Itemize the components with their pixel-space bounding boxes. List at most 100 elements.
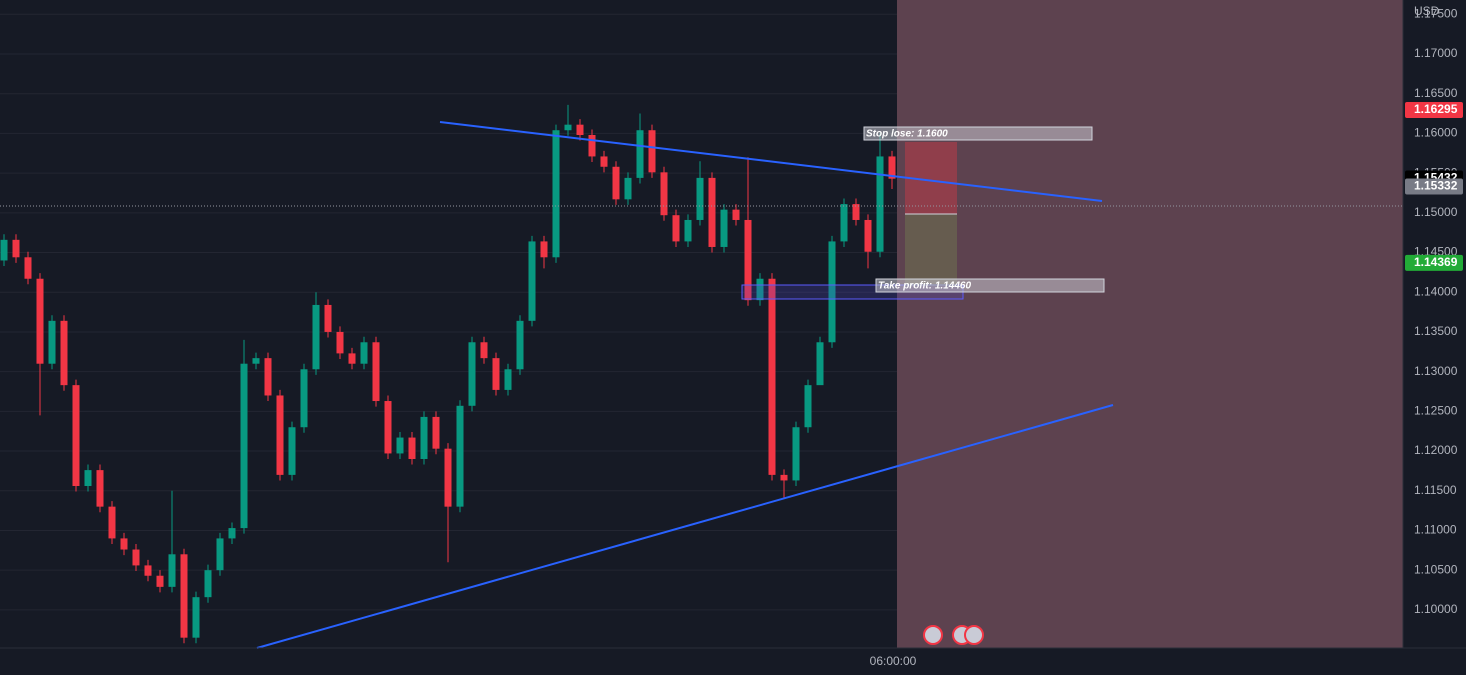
candle-body xyxy=(384,401,392,454)
candle-body xyxy=(504,369,512,390)
price-badge xyxy=(1405,101,1463,118)
y-tick-label: 1.13000 xyxy=(1414,364,1458,378)
price-badge xyxy=(1405,254,1463,271)
y-tick-label: 1.12000 xyxy=(1414,443,1458,457)
currency: USD xyxy=(1414,4,1440,18)
candle-body xyxy=(528,241,536,321)
candle-body xyxy=(720,209,728,247)
candle-body xyxy=(396,437,404,454)
candle-body xyxy=(204,570,212,598)
price-badge xyxy=(1405,178,1463,195)
candle-body xyxy=(432,416,440,449)
time-label: 06:00:00 xyxy=(870,654,917,668)
candle-body xyxy=(324,304,332,332)
y-tick-label: 1.10000 xyxy=(1414,602,1458,616)
y-tick-label: 1.13500 xyxy=(1414,324,1458,338)
candle-body xyxy=(96,470,104,507)
stop-loss-box xyxy=(863,126,1093,141)
candle-body xyxy=(480,342,488,359)
candle-body xyxy=(660,172,668,216)
candle-body xyxy=(636,130,644,178)
take-profit-label: Take profit: 1.14460 xyxy=(878,281,971,292)
candle-body xyxy=(576,124,584,135)
candle-body xyxy=(312,304,320,370)
candle-body xyxy=(300,369,308,428)
candle-body xyxy=(228,528,236,539)
candle-body xyxy=(48,320,56,364)
price-ticks: 1.175001.170001.165001.160001.155001.150… xyxy=(1405,6,1463,616)
candle-body xyxy=(564,124,572,131)
candle-body xyxy=(612,166,620,200)
candle-body xyxy=(84,470,92,486)
candle-body xyxy=(840,204,848,242)
candle-body xyxy=(816,342,824,386)
candle-body xyxy=(336,331,344,354)
candle-body xyxy=(780,474,788,481)
stop-loss-label: Stop lose: 1.1600 xyxy=(866,129,948,140)
candle-body xyxy=(216,538,224,571)
price-badge-label: 1.15332 xyxy=(1414,179,1458,193)
upper-trendline xyxy=(439,121,1103,202)
candle-body xyxy=(120,538,128,550)
candle-body xyxy=(756,278,764,301)
candles xyxy=(0,104,896,644)
y-tick-label: 1.17000 xyxy=(1414,46,1458,60)
candle-body xyxy=(684,219,692,242)
y-tick-label: 1.15000 xyxy=(1414,205,1458,219)
take-profit-box xyxy=(875,278,1105,293)
candle-body xyxy=(108,506,116,539)
candle-body xyxy=(792,427,800,481)
candle-body xyxy=(420,416,428,459)
y-tick-label: 1.11000 xyxy=(1414,523,1457,537)
candle-body xyxy=(828,241,836,343)
candle-body xyxy=(36,278,44,364)
y-tick-label: 1.17500 xyxy=(1414,6,1458,20)
candle-body xyxy=(492,358,500,390)
candle-body xyxy=(516,320,524,370)
y-tick-label: 1.16500 xyxy=(1414,86,1458,100)
event-icons xyxy=(923,625,984,645)
candle-body xyxy=(144,565,152,576)
candle-body xyxy=(672,215,680,242)
candle-body xyxy=(0,239,8,261)
y-tick-label: 1.14000 xyxy=(1414,284,1458,298)
price-badge-label: 1.16295 xyxy=(1414,102,1458,116)
candle-body xyxy=(444,448,452,507)
candle-body xyxy=(696,177,704,220)
candle-body xyxy=(12,239,20,258)
candle-body xyxy=(132,549,140,566)
price-badge-label: 1.14369 xyxy=(1414,255,1458,269)
y-tick-label: 1.12500 xyxy=(1414,404,1458,418)
candle-body xyxy=(600,156,608,167)
y-tick-label: 1.11500 xyxy=(1414,483,1457,497)
candle-body xyxy=(372,342,380,402)
y-tick-label: 1.10500 xyxy=(1414,562,1458,576)
candle-body xyxy=(72,385,80,486)
profit-zone xyxy=(905,214,957,286)
candle-body xyxy=(588,135,596,157)
candle-body xyxy=(288,427,296,475)
candle-body xyxy=(264,358,272,396)
candle-body xyxy=(348,353,356,364)
candle-body xyxy=(768,278,776,475)
candle-body xyxy=(408,437,416,459)
candle-body xyxy=(648,130,656,173)
candle-body xyxy=(24,257,32,279)
candle-body xyxy=(852,204,860,220)
candle-body xyxy=(888,156,896,179)
future-zone xyxy=(897,0,1403,648)
candle-body xyxy=(876,156,884,252)
candle-body xyxy=(60,320,68,386)
candle-body xyxy=(252,358,260,364)
candle-body xyxy=(468,342,476,406)
candle-body xyxy=(156,575,164,587)
candle-body xyxy=(240,363,248,529)
candle-body xyxy=(360,342,368,364)
candle-body xyxy=(864,219,872,252)
candle-body xyxy=(540,241,548,258)
candle-body xyxy=(624,177,632,200)
candle-body xyxy=(168,554,176,587)
candle-body xyxy=(180,554,188,638)
candle-body xyxy=(732,209,740,220)
